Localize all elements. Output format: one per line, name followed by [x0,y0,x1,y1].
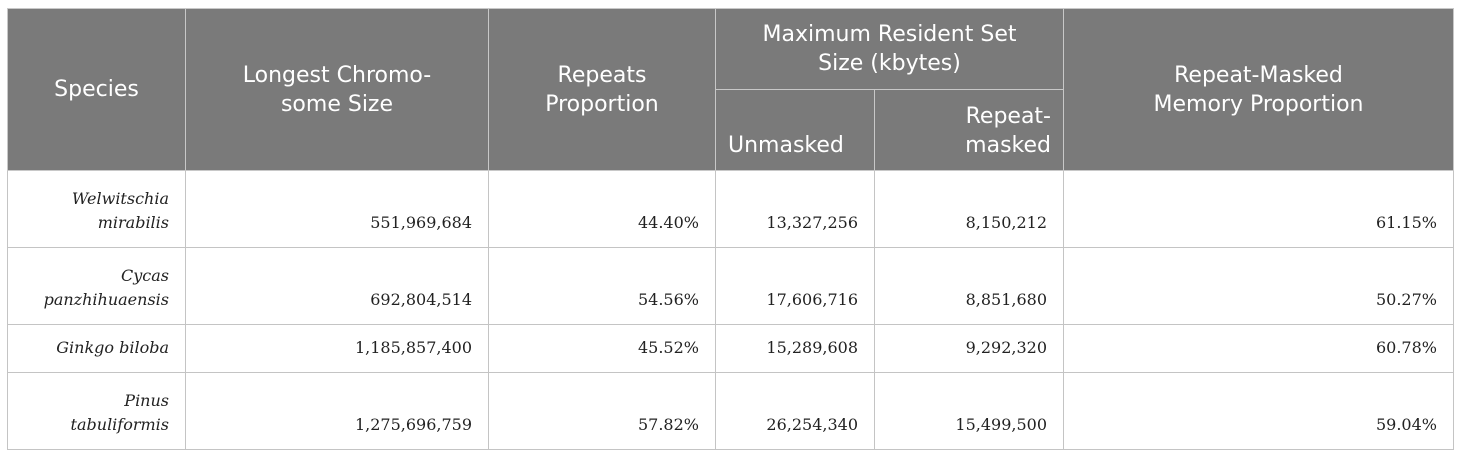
cell-repeat-masked: 15,499,500 [874,372,1064,450]
cell-longest-chromosome-size: 1,185,857,400 [185,324,489,373]
cell-unmasked: 17,606,716 [715,247,875,325]
header-repeats-proportion: Repeats Proportion [488,8,716,171]
cell-longest-chromosome-size: 551,969,684 [185,170,489,248]
cell-species: Ginkgo biloba [7,324,186,373]
header-species: Species [7,8,186,171]
header-repeat-masked: Repeat- masked [874,89,1064,171]
table-row: Pinus tabuliformis 1,275,696,759 57.82% … [7,372,1454,450]
table-body: Welwitschia mirabilis 551,969,684 44.40%… [7,170,1454,450]
header-unmasked: Unmasked [715,89,875,171]
table-row: Cycas panzhihuaensis 692,804,514 54.56% … [7,247,1454,325]
cell-repeat-masked: 9,292,320 [874,324,1064,373]
cell-repeat-masked-memory-proportion: 50.27% [1063,247,1454,325]
table-row: Ginkgo biloba 1,185,857,400 45.52% 15,28… [7,324,1454,373]
cell-longest-chromosome-size: 1,275,696,759 [185,372,489,450]
header-max-rss: Maximum Resident Set Size (kbytes) [715,8,1064,90]
cell-repeats-proportion: 44.40% [488,170,716,248]
cell-repeat-masked-memory-proportion: 59.04% [1063,372,1454,450]
cell-repeats-proportion: 57.82% [488,372,716,450]
cell-unmasked: 26,254,340 [715,372,875,450]
header-longest-chromosome-size: Longest Chromo- some Size [185,8,489,171]
table-header: Species Longest Chromo- some Size Repeat… [7,8,1454,171]
cell-repeat-masked-memory-proportion: 61.15% [1063,170,1454,248]
cell-repeats-proportion: 45.52% [488,324,716,373]
cell-repeat-masked: 8,851,680 [874,247,1064,325]
cell-repeat-masked: 8,150,212 [874,170,1064,248]
table-row: Welwitschia mirabilis 551,969,684 44.40%… [7,170,1454,248]
cell-unmasked: 13,327,256 [715,170,875,248]
cell-species: Cycas panzhihuaensis [7,247,186,325]
cell-unmasked: 15,289,608 [715,324,875,373]
cell-longest-chromosome-size: 692,804,514 [185,247,489,325]
cell-species: Pinus tabuliformis [7,372,186,450]
data-table: Species Longest Chromo- some Size Repeat… [7,8,1454,450]
header-repeat-masked-memory-proportion: Repeat-Masked Memory Proportion [1063,8,1454,171]
cell-repeats-proportion: 54.56% [488,247,716,325]
cell-repeat-masked-memory-proportion: 60.78% [1063,324,1454,373]
cell-species: Welwitschia mirabilis [7,170,186,248]
